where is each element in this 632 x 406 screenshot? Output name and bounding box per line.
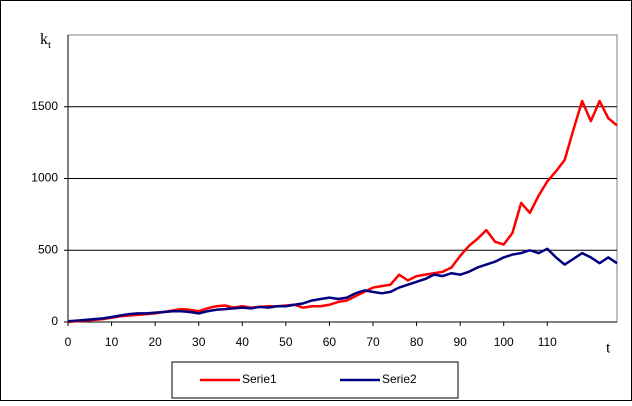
x-tick-label: 50 [279, 335, 293, 349]
y-axis-label: kt [40, 31, 51, 51]
x-tick-label: 30 [192, 335, 206, 349]
x-tick-label: 0 [65, 335, 72, 349]
x-tick-label: 80 [410, 335, 424, 349]
series-line [67, 247, 618, 323]
y-tick-label: 0 [51, 314, 58, 328]
x-tick-label: 90 [453, 335, 467, 349]
x-tick-label: 70 [366, 335, 380, 349]
y-tick-label: 1000 [31, 171, 58, 185]
legend-label: Serie1 [242, 372, 277, 386]
x-tick-label: 40 [236, 335, 250, 349]
y-label-sub: t [48, 39, 51, 51]
y-tick-label: 1500 [31, 99, 58, 113]
x-tick-label: 100 [494, 335, 514, 349]
x-tick-label: 10 [105, 335, 119, 349]
x-axis-label: t [606, 340, 611, 357]
y-tick-label: 500 [38, 242, 58, 256]
legend-label: Serie2 [382, 372, 417, 386]
x-tick-label: 20 [148, 335, 162, 349]
y-label-main: k [40, 31, 48, 48]
x-tick-label: 60 [323, 335, 337, 349]
x-tick-label: 110 [538, 335, 557, 349]
